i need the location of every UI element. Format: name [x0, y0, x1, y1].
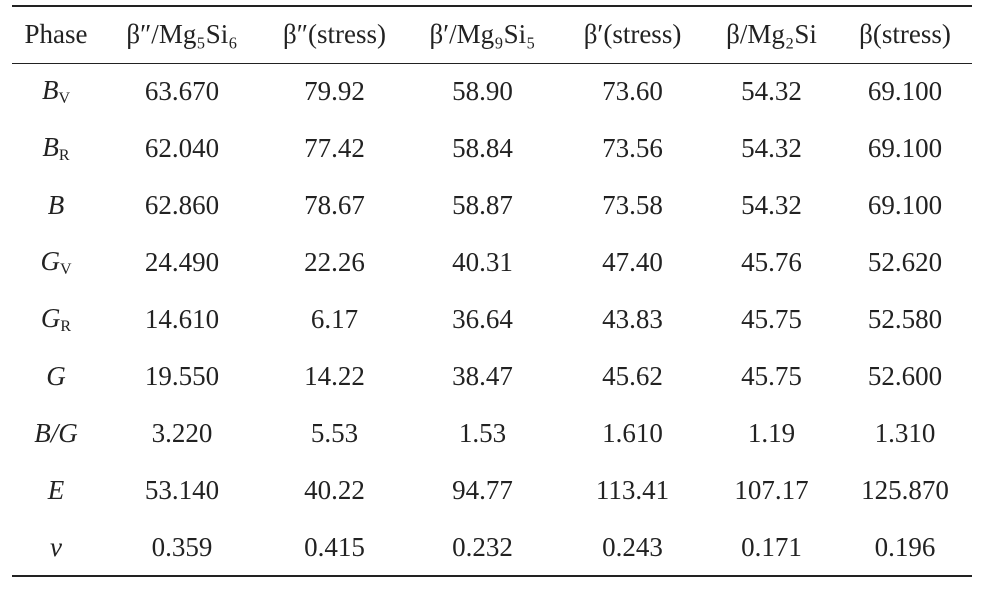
symbol: ν — [50, 531, 62, 562]
cell: 40.31 — [452, 247, 513, 277]
column-header: β/Mg₂Si — [726, 19, 817, 50]
column-header: β″/Mg₅Si₆ — [126, 19, 238, 50]
cell: 3.220 — [151, 418, 213, 448]
row-label: B — [12, 177, 100, 234]
table-row: G 19.550 14.22 38.47 45.62 45.75 52.600 — [12, 348, 972, 405]
cell: 1.610 — [602, 418, 663, 448]
cell: 14.610 — [144, 304, 220, 334]
cell: 94.77 — [452, 475, 513, 505]
cell: 54.32 — [741, 190, 802, 220]
table-row: ν 0.359 0.415 0.232 0.243 0.171 0.196 — [12, 519, 972, 576]
cell: 43.83 — [602, 304, 663, 334]
column-header: β(stress) — [859, 19, 951, 50]
cell: 14.22 — [304, 361, 365, 391]
cell: 1.310 — [874, 418, 936, 448]
row-label: G — [12, 348, 100, 405]
header-row: Phase β″/Mg₅Si₆ β″(stress) β′/Mg₉Si₅ β′(stre… — [12, 6, 972, 63]
row-label: ν — [12, 519, 100, 576]
symbol: B — [42, 132, 59, 162]
cell: 58.87 — [452, 190, 513, 220]
row-label: B/G — [12, 405, 100, 462]
cell: 62.040 — [144, 133, 220, 163]
cell: 77.42 — [304, 133, 365, 163]
symbol: B — [47, 190, 65, 220]
cell: 107.17 — [734, 475, 809, 505]
cell: 113.41 — [595, 475, 670, 505]
cell: 1.19 — [747, 418, 796, 448]
cell: 69.100 — [867, 76, 943, 107]
column-header: β′/Mg₉Si₅ — [429, 19, 536, 50]
table-container: Phase β″/Mg₅Si₆ β″(stress) β′/Mg₉Si₅ β′(stre… — [12, 5, 972, 577]
cell: 38.47 — [452, 361, 513, 391]
cell: 5.53 — [310, 418, 359, 448]
cell: 0.243 — [602, 531, 663, 562]
cell: 36.64 — [452, 304, 513, 334]
cell: 79.92 — [304, 76, 365, 107]
cell: 73.58 — [602, 190, 663, 220]
cell: 125.870 — [861, 475, 949, 505]
table: Phase β″/Mg₅Si₆ β″(stress) β′/Mg₉Si₅ β′(stre… — [12, 5, 972, 577]
table-header: Phase β″/Mg₅Si₆ β″(stress) β′/Mg₉Si₅ β′(stre… — [12, 6, 972, 63]
cell: 45.75 — [741, 361, 802, 391]
cell: 45.62 — [602, 361, 663, 391]
cell: 0.359 — [151, 531, 213, 562]
table-row: BV 63.670 79.92 58.90 73.60 54.32 69.100 — [12, 63, 972, 120]
column-header: β′(stress) — [583, 19, 682, 50]
cell: 19.550 — [144, 361, 220, 391]
row-label: BR — [12, 120, 100, 177]
cell: 62.860 — [144, 190, 220, 220]
cell: 22.26 — [304, 247, 365, 277]
table-body: BV 63.670 79.92 58.90 73.60 54.32 69.100 BR 62.0… — [12, 63, 972, 576]
cell: 0.232 — [452, 531, 513, 562]
cell: 58.84 — [452, 133, 513, 163]
table-row: E 53.140 40.22 94.77 113.41 107.17 125.870 — [12, 462, 972, 519]
cell: 69.100 — [867, 190, 943, 220]
cell: 47.40 — [602, 247, 663, 277]
cell: 0.196 — [874, 531, 936, 562]
column-header: β″(stress) — [283, 19, 386, 50]
table-row: GV 24.490 22.26 40.31 47.40 45.76 52.620 — [12, 234, 972, 291]
row-label: GR — [12, 291, 100, 348]
cell: 45.76 — [741, 247, 802, 277]
subscript: R — [58, 147, 70, 164]
table-row: B 62.860 78.67 58.87 73.58 54.32 69.100 — [12, 177, 972, 234]
cell: 53.140 — [144, 475, 220, 505]
cell: 58.90 — [452, 76, 513, 107]
symbol: B/G — [34, 418, 78, 448]
cell: 0.171 — [741, 531, 802, 562]
cell: 52.620 — [867, 247, 943, 277]
subscript: V — [58, 90, 71, 108]
subscript: V — [59, 261, 72, 278]
table-row: GR 14.610 6.17 36.64 43.83 45.75 52.580 — [12, 291, 972, 348]
symbol: G — [40, 303, 61, 333]
cell: 63.670 — [144, 76, 220, 107]
row-label: E — [12, 462, 100, 519]
cell: 6.17 — [310, 304, 359, 334]
cell: 54.32 — [741, 133, 802, 163]
symbol: G — [40, 246, 60, 276]
cell: 40.22 — [304, 475, 365, 505]
cell: 45.75 — [741, 304, 802, 334]
cell: 78.67 — [304, 190, 365, 220]
row-label: BV — [12, 63, 100, 120]
table-row: BR 62.040 77.42 58.84 73.56 54.32 69.100 — [12, 120, 972, 177]
symbol: G — [46, 361, 66, 391]
symbol: B — [41, 75, 59, 106]
table-row: B/G 3.220 5.53 1.53 1.610 1.19 1.310 — [12, 405, 972, 462]
cell: 52.580 — [867, 304, 943, 334]
row-label: GV — [12, 234, 100, 291]
cell: 69.100 — [867, 133, 943, 163]
cell: 73.56 — [602, 133, 663, 163]
cell: 0.415 — [304, 531, 365, 562]
cell: 54.32 — [741, 76, 802, 107]
subscript: R — [60, 318, 72, 335]
cell: 52.600 — [867, 361, 943, 391]
cell: 1.53 — [458, 418, 507, 448]
symbol: E — [47, 475, 65, 505]
cell: 24.490 — [144, 247, 220, 277]
column-header: Phase — [24, 19, 88, 50]
cell: 73.60 — [602, 76, 663, 107]
